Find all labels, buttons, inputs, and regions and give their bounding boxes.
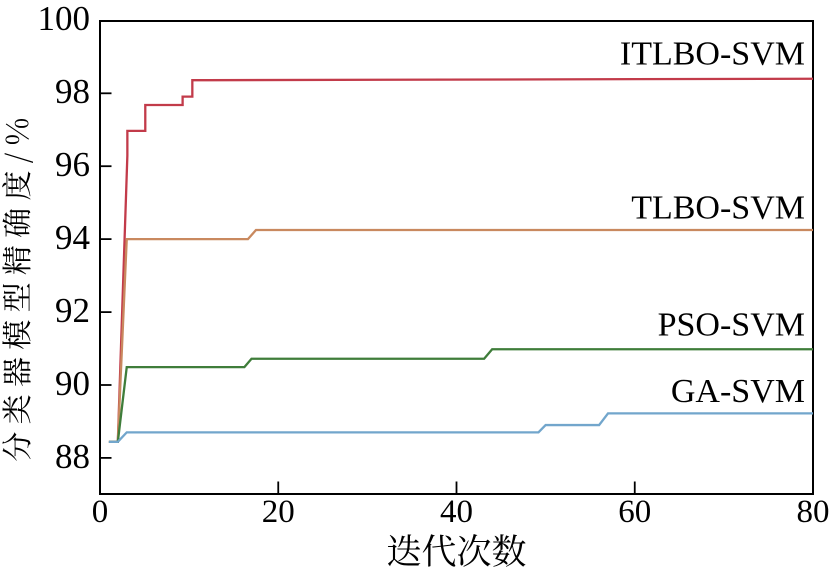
svg-text:96: 96 xyxy=(55,145,90,184)
svg-text:98: 98 xyxy=(55,72,90,111)
svg-text:0: 0 xyxy=(92,494,109,530)
svg-text:TLBO-SVM: TLBO-SVM xyxy=(631,190,805,227)
svg-text:分类器模型精确度/%: 分类器模型精确度/% xyxy=(0,110,37,461)
svg-text:迭代次数: 迭代次数 xyxy=(386,525,526,573)
svg-text:88: 88 xyxy=(55,437,90,476)
svg-text:ITLBO-SVM: ITLBO-SVM xyxy=(620,36,805,73)
svg-text:60: 60 xyxy=(618,494,651,530)
svg-text:100: 100 xyxy=(38,0,91,38)
svg-text:90: 90 xyxy=(55,364,90,403)
svg-text:94: 94 xyxy=(55,218,90,257)
svg-text:80: 80 xyxy=(797,494,830,530)
svg-text:20: 20 xyxy=(262,494,295,530)
svg-text:PSO-SVM: PSO-SVM xyxy=(658,306,805,343)
svg-text:92: 92 xyxy=(55,291,90,330)
svg-text:GA-SVM: GA-SVM xyxy=(671,373,805,410)
